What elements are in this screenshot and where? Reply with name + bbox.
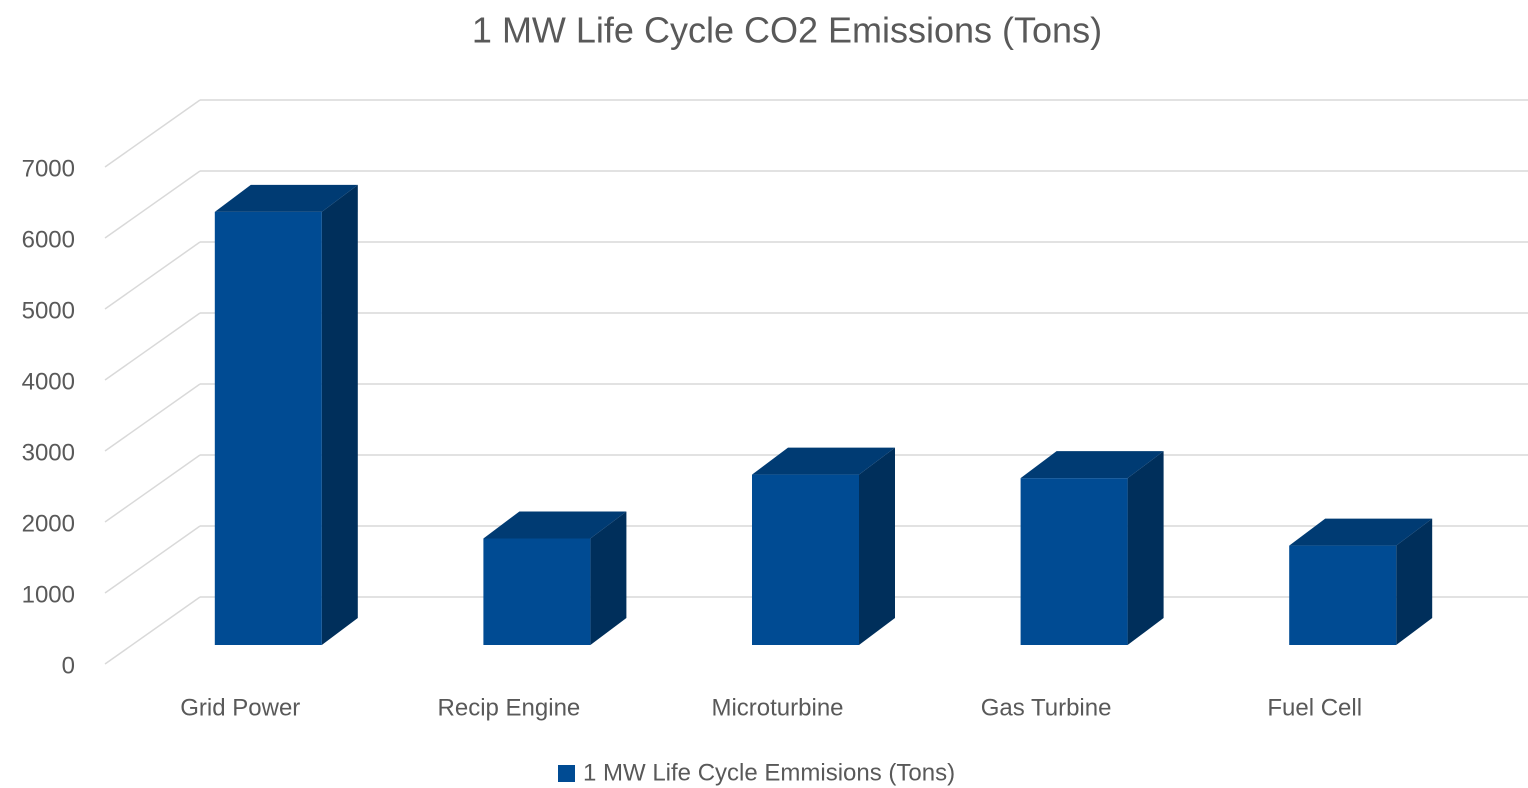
grid-line — [104, 99, 201, 168]
bar-side — [590, 511, 627, 645]
y-tick-label: 2000 — [22, 510, 75, 537]
grid-line — [104, 596, 201, 665]
grid-line — [104, 454, 201, 523]
legend-label: 1 MW Life Cycle Emmisions (Tons) — [583, 759, 955, 786]
grid-line — [104, 525, 201, 594]
y-tick-label: 3000 — [22, 439, 75, 466]
bar — [214, 211, 322, 645]
bar-side — [859, 447, 895, 645]
grid-line — [104, 383, 201, 452]
chart-title: 1 MW Life Cycle CO2 Emissions (Tons) — [472, 10, 1102, 51]
bar — [1289, 545, 1397, 645]
bar-top — [483, 511, 627, 539]
grid-line — [104, 170, 201, 239]
bar-top — [214, 184, 358, 212]
bar-top — [1289, 518, 1433, 546]
bar-top — [1020, 451, 1164, 479]
x-tick-label: Recip Engine — [438, 694, 581, 721]
legend-swatch — [558, 765, 575, 782]
grid-line — [104, 312, 201, 381]
y-tick-label: 4000 — [22, 368, 75, 395]
y-tick-label: 0 — [62, 652, 75, 679]
x-tick-label: Gas Turbine — [981, 694, 1112, 721]
y-tick-label: 7000 — [22, 155, 75, 182]
y-tick-label: 6000 — [22, 226, 75, 253]
y-tick-label: 1000 — [22, 581, 75, 608]
bar — [483, 538, 591, 645]
grid-line — [104, 241, 201, 310]
x-tick-label: Fuel Cell — [1267, 694, 1362, 721]
x-tick-label: Grid Power — [180, 694, 300, 721]
bar — [1020, 478, 1128, 645]
x-tick-label: Microturbine — [711, 694, 843, 721]
bar — [752, 474, 859, 645]
bar-side — [321, 184, 358, 645]
bar-top — [752, 447, 895, 475]
y-tick-label: 5000 — [22, 297, 75, 324]
bar-side — [1396, 518, 1433, 645]
bar-side — [1127, 451, 1164, 645]
